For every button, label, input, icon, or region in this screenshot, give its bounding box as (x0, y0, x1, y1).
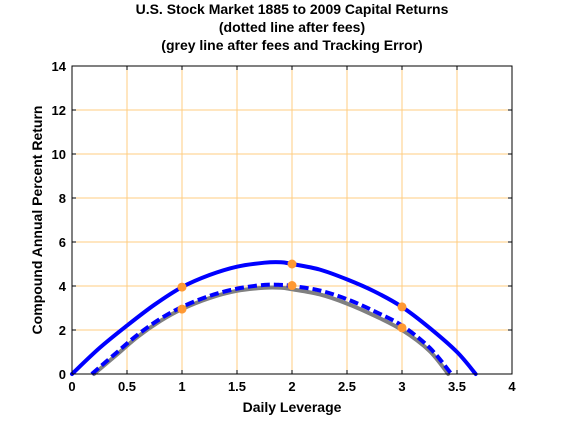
data-point-marker (177, 304, 187, 314)
series-line-solid-blue (70, 260, 478, 376)
y-tick-label: 0 (59, 367, 66, 382)
y-tick-label: 8 (59, 191, 66, 206)
data-series (70, 260, 478, 376)
x-tick-label: 3.5 (448, 379, 466, 394)
data-markers (177, 259, 407, 333)
x-tick-label: 3 (398, 379, 405, 394)
data-point-marker (177, 282, 187, 292)
y-tick-label: 6 (59, 235, 66, 250)
x-tick-label: 4 (508, 379, 516, 394)
y-axis-label: Compound Annual Percent Return (29, 106, 45, 335)
data-point-marker (397, 323, 407, 333)
x-axis-label: Daily Leverage (243, 399, 342, 415)
y-tick-label: 4 (59, 279, 67, 294)
x-tick-label: 1 (178, 379, 185, 394)
x-tick-label: 2.5 (338, 379, 356, 394)
y-tick-labels: 0 2 4 6 8 10 12 14 (52, 59, 67, 382)
chart-title-line-2: (dotted line after fees) (218, 19, 366, 35)
x-tick-labels: 0 0.5 1 1.5 2 2.5 3 3.5 4 (68, 379, 516, 394)
x-tick-label: 1.5 (228, 379, 246, 394)
x-tick-label: 0 (68, 379, 75, 394)
axis-ticks (71, 65, 513, 375)
data-point-marker (397, 302, 407, 312)
x-tick-label: 0.5 (118, 379, 136, 394)
y-tick-label: 14 (52, 59, 67, 74)
x-tick-label: 2 (288, 379, 295, 394)
chart-title-line-3: (grey line after fees and Tracking Error… (161, 37, 423, 53)
data-point-marker (287, 281, 297, 291)
y-tick-label: 10 (52, 147, 66, 162)
data-point-marker (287, 259, 297, 269)
y-tick-label: 12 (52, 103, 66, 118)
y-tick-label: 2 (59, 323, 66, 338)
chart-title-line-1: U.S. Stock Market 1885 to 2009 Capital R… (135, 1, 449, 17)
series-line-dashed-blue (90, 282, 454, 376)
